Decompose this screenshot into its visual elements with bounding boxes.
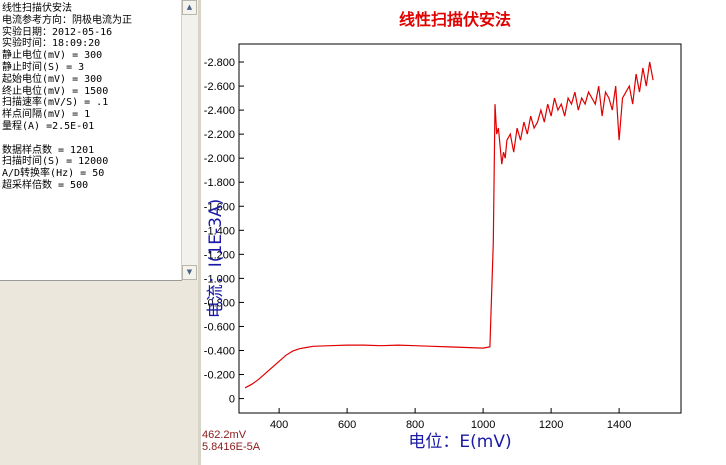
readout-current: 5.8416E-5A	[202, 441, 261, 453]
y-tick-label: -2.400	[204, 105, 235, 117]
y-tick-label: -1.800	[204, 177, 235, 189]
x-tick-label: 1200	[539, 419, 563, 431]
info-scrollbar[interactable]: ▲ ▼	[181, 0, 198, 280]
info-line: 静止电位(mV) = 300	[2, 50, 103, 62]
plot-frame	[238, 43, 682, 414]
y-tick-label: 0	[229, 394, 235, 406]
readout-potential: 462.2mV	[202, 429, 247, 441]
info-line: 扫描时间(S) = 12000	[2, 156, 109, 168]
info-line: 超采样倍数 = 500	[2, 179, 89, 191]
info-line: 数据样点数 = 1201	[2, 144, 95, 156]
x-tick-label: 1000	[471, 419, 495, 431]
info-line: 起始电位(mV) = 300	[2, 73, 103, 85]
scroll-down-button[interactable]: ▼	[182, 265, 197, 280]
y-tick-label: -0.200	[204, 370, 235, 382]
x-tick-label: 1400	[607, 419, 631, 431]
info-line: 电流参考方向：阴极电流为正	[2, 14, 132, 26]
info-line: 样点间隔(mV) = 1	[2, 109, 91, 121]
experiment-info-panel[interactable]: 线性扫描伏安法 电流参考方向：阴极电流为正 实验日期：2012-05-16 实验时间：…	[0, 0, 182, 281]
info-line: 实验时间：18:09:20	[2, 38, 101, 50]
cursor-readout: 462.2mV 5.8416E-5A	[202, 429, 260, 453]
info-line: 实验日期：2012-05-16	[2, 26, 113, 38]
experiment-info-text: 线性扫描伏安法 电流参考方向：阴极电流为正 实验日期：2012-05-16 实验时间：…	[2, 3, 132, 192]
y-tick-label: -2.600	[204, 81, 235, 93]
x-tick-label: 400	[270, 419, 288, 431]
info-line: 扫描速率(mV/S) = .1	[2, 97, 109, 109]
info-line: 量程(A) =2.5E-01	[2, 120, 95, 132]
chevron-up-icon: ▲	[186, 3, 193, 11]
info-line: A/D转换率(Hz) = 50	[2, 168, 105, 180]
voltammetry-chart[interactable]: 0 -0.200 -0.400 -0.600 -0.800 -1.000 -1.200 -1.…	[201, 0, 726, 465]
y-tick-label: -2.000	[204, 153, 235, 165]
y-tick-label: -1.200	[204, 249, 235, 261]
info-line: 静止时间(S) = 3	[2, 61, 85, 73]
scroll-up-button[interactable]: ▲	[182, 0, 197, 15]
y-tick-label: -0.600	[204, 321, 235, 333]
info-line: 线性扫描伏安法	[2, 3, 72, 14]
y-tick-label: -0.400	[204, 345, 235, 357]
x-tick-label: 800	[406, 419, 424, 431]
x-tick-label: 600	[338, 419, 356, 431]
y-tick-label: -2.200	[204, 129, 235, 141]
y-axis-label: 电流：I(1E-3A)	[206, 199, 226, 318]
info-gap	[2, 133, 132, 145]
y-tick-label: -1.400	[204, 225, 235, 237]
y-tick-label: -1.000	[204, 273, 235, 285]
current-trace-line	[244, 61, 654, 389]
info-line: 终止电位(mV) = 1500	[2, 85, 109, 97]
splitter[interactable]	[198, 0, 201, 465]
y-tick-label: -0.800	[204, 297, 235, 309]
y-tick-label: -1.600	[204, 201, 235, 213]
y-tick-label: -2.800	[204, 57, 235, 69]
x-axis-label: 电位：E(mV)	[408, 432, 511, 452]
chart-title: 线性扫描伏安法	[398, 10, 511, 29]
chevron-down-icon: ▼	[186, 268, 193, 276]
